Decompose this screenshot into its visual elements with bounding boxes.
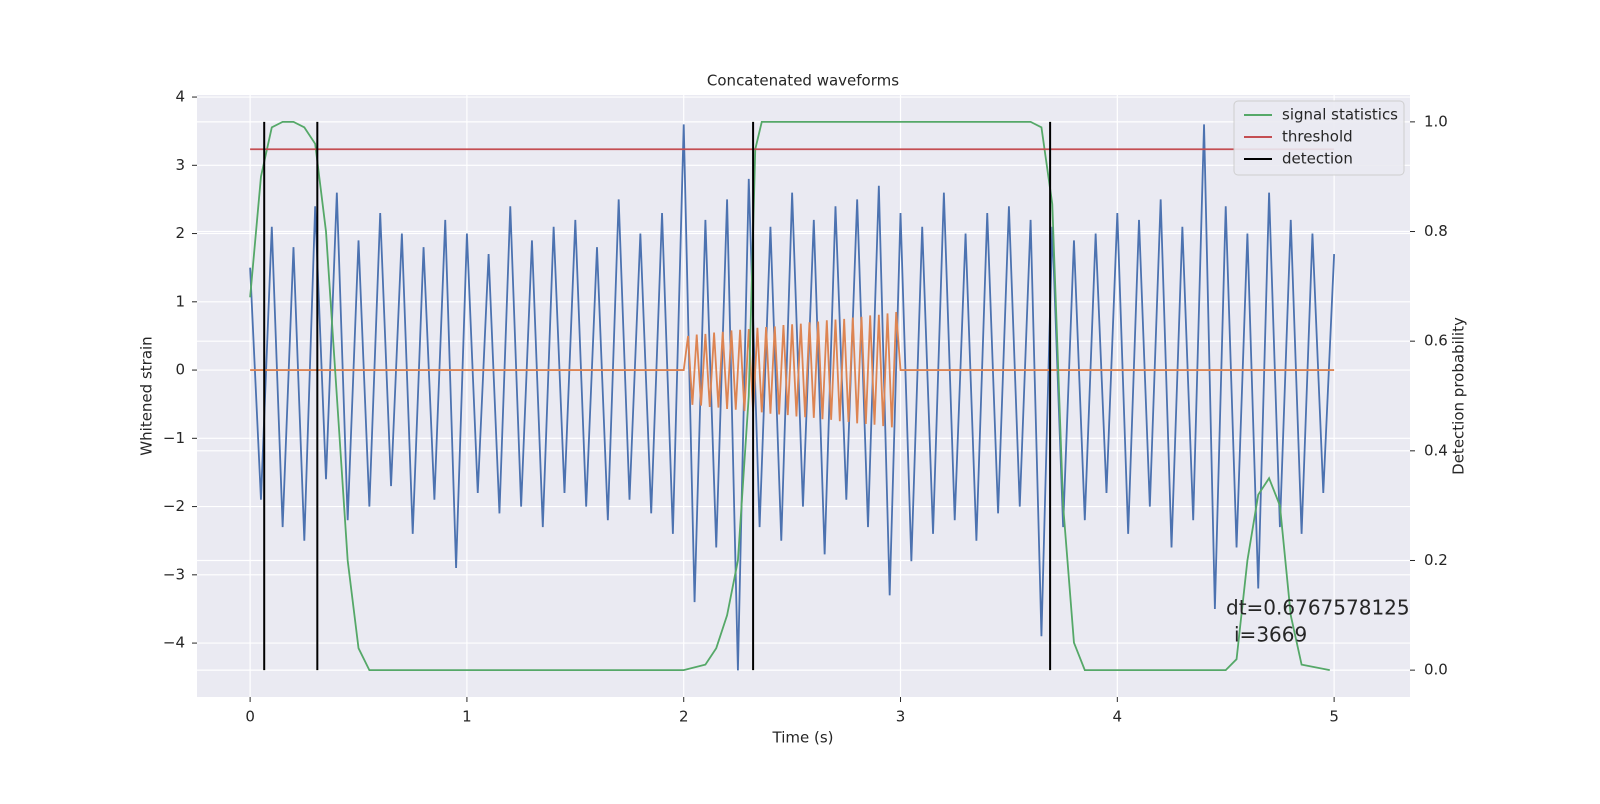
y-tick-label: −3: [163, 565, 185, 583]
y-tick-label: −2: [163, 497, 185, 515]
x-tick-label: 1: [462, 708, 472, 726]
x-axis-label: Time (s): [772, 729, 834, 747]
marks: [249, 120, 1336, 672]
legend-label: signal statistics: [1282, 106, 1398, 124]
y2-axis-label: Detection probability: [1450, 317, 1468, 475]
y2-tick-label: 0.0: [1424, 661, 1448, 679]
x-tick-label: 5: [1329, 708, 1339, 726]
y-tick-label: −4: [163, 634, 185, 652]
y-tick-label: 1: [175, 292, 185, 310]
y-tick-label: −1: [163, 429, 185, 447]
series-line: [250, 311, 1335, 428]
y-tick-label: 0: [175, 361, 185, 379]
y-tick-label: 4: [175, 88, 185, 106]
y2-tick-label: 1.0: [1424, 112, 1448, 130]
y-axis-label: Whitened strain: [138, 336, 156, 455]
legend-label: detection: [1282, 150, 1353, 168]
x-tick-label: 2: [679, 708, 689, 726]
y-tick-label: 2: [175, 224, 185, 242]
y2-tick-label: 0.2: [1424, 551, 1448, 569]
annotation: i=3669: [1234, 623, 1307, 647]
series-line: [249, 124, 1336, 671]
legend: signal statistics threshold detection: [1233, 100, 1405, 176]
x-tick-label: 4: [1113, 708, 1123, 726]
x-tick-label: 0: [245, 708, 255, 726]
labels: 0 1 2 3 4 5 −4 −3 −2 −1 0 1 2 3 4 0.0 0.2 0.4 0.6 0.8 1.0: [163, 88, 1448, 726]
legend-box: [1233, 100, 1405, 176]
y2-tick-label: 0.8: [1424, 222, 1448, 240]
annotation: dt=0.6767578125: [1226, 596, 1410, 620]
legend-label: threshold: [1282, 128, 1353, 146]
y2-tick-label: 0.4: [1424, 441, 1448, 459]
y-tick-label: 3: [175, 156, 185, 174]
chart-title: Concatenated waveforms: [707, 72, 899, 90]
x-tick-label: 3: [896, 708, 906, 726]
y2-tick-label: 0.6: [1424, 332, 1448, 350]
